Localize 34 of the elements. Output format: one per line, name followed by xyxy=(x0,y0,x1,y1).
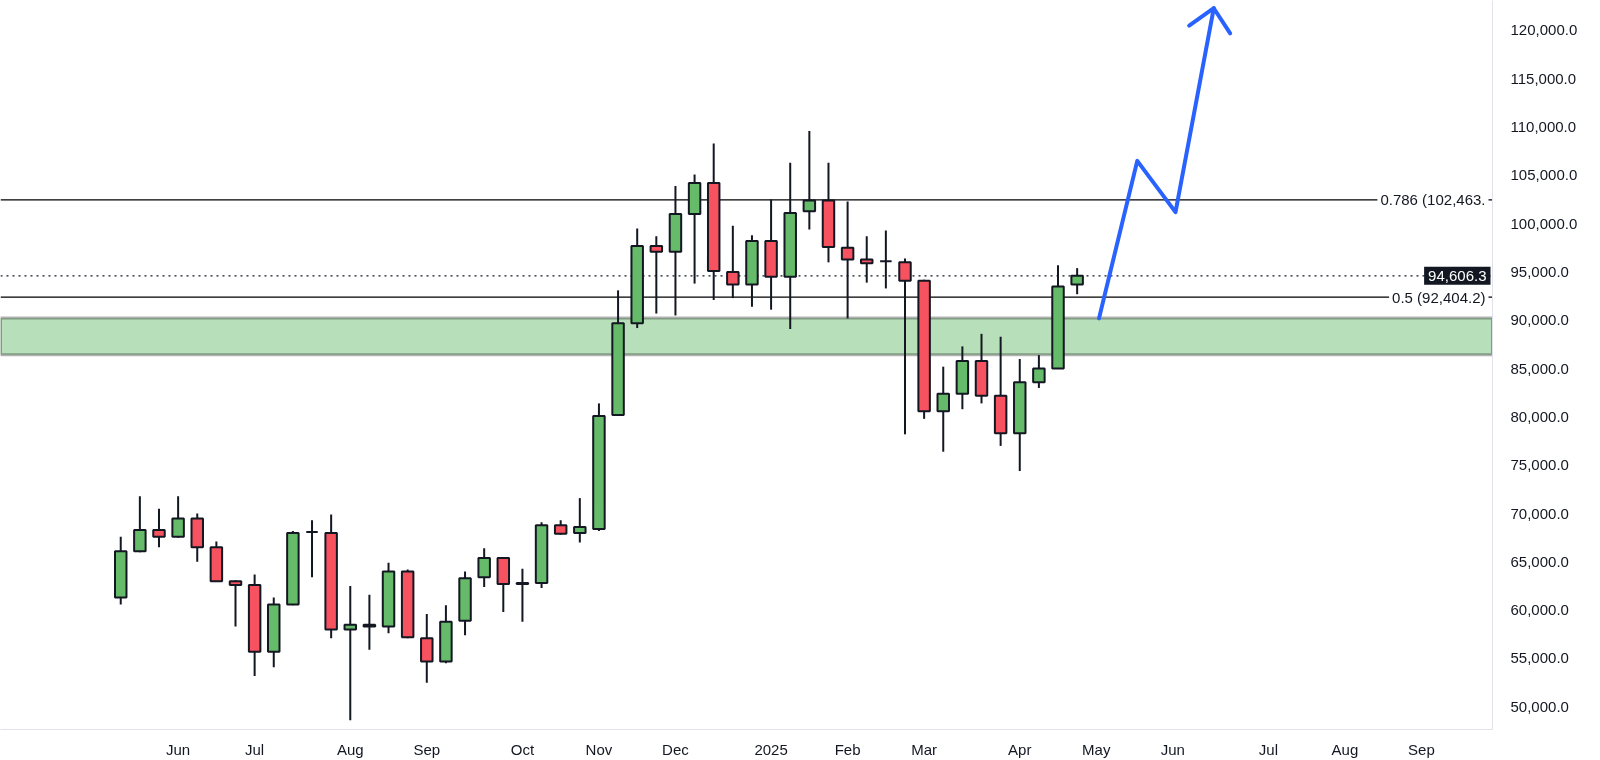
y-tick-label: 75,000.0 xyxy=(1510,456,1569,474)
x-tick-label: Mar xyxy=(911,740,938,758)
x-tick-label: May xyxy=(1082,740,1111,758)
x-tick-label: Sep xyxy=(1408,740,1435,758)
y-tick-label: 90,000.0 xyxy=(1510,311,1569,329)
y-tick-label: 120,000.0 xyxy=(1510,21,1578,39)
y-tick-label: 115,000.0 xyxy=(1510,69,1577,87)
x-tick-label: Jul xyxy=(245,740,265,758)
x-tick-label: 2025 xyxy=(754,740,788,758)
x-tick-label: Jun xyxy=(166,740,191,758)
x-tick-label: Apr xyxy=(1008,740,1032,758)
x-tick-label: Feb xyxy=(834,740,861,758)
x-tick-label: Sep xyxy=(413,740,441,758)
y-tick-label: 55,000.0 xyxy=(1510,649,1569,667)
y-tick-label: 110,000.0 xyxy=(1510,118,1577,136)
x-tick-label: Jul xyxy=(1258,740,1279,758)
x-tick-label: Jun xyxy=(1160,740,1185,758)
x-tick-label: Oct xyxy=(510,740,535,758)
ref-line-label: 94,606.3 xyxy=(1428,266,1487,284)
x-tick-label: Dec xyxy=(662,740,690,758)
y-tick-label: 100,000.0 xyxy=(1510,214,1578,232)
y-tick-label: 105,000.0 xyxy=(1510,166,1578,184)
y-tick-label: 65,000.0 xyxy=(1510,552,1569,570)
y-tick-label: 85,000.0 xyxy=(1510,359,1569,377)
y-tick-label: 95,000.0 xyxy=(1510,263,1569,280)
x-tick-label: Nov xyxy=(585,740,613,758)
y-tick-label: 70,000.0 xyxy=(1510,504,1569,522)
y-tick-label: 50,000.0 xyxy=(1510,697,1569,715)
ref-line-label: 0.5 (92,404.2) xyxy=(1392,288,1486,306)
x-tick-label: Aug xyxy=(336,740,364,758)
ref-line-label: 0.786 (102,463. xyxy=(1380,191,1486,209)
y-tick-label: 60,000.0 xyxy=(1510,601,1569,619)
y-tick-label: 80,000.0 xyxy=(1510,407,1569,425)
x-tick-label: Aug xyxy=(1331,740,1359,758)
